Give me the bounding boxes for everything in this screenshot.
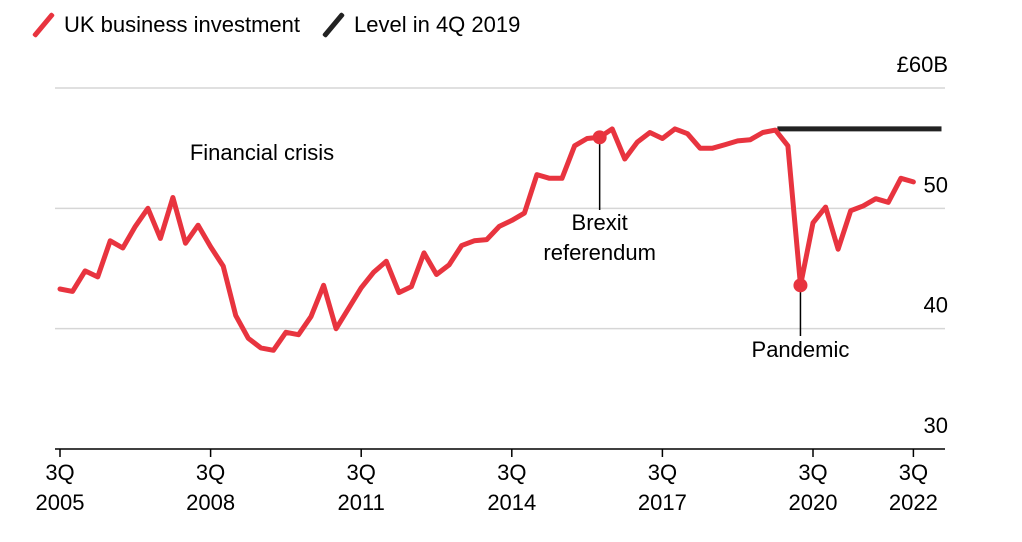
x-tick-label-2008: 2008 <box>186 490 235 515</box>
annotation-text-referendum: referendum <box>543 240 656 265</box>
y-tick-label-30: 30 <box>924 413 948 438</box>
x-tick-label-top-2022: 3Q <box>899 460 928 485</box>
x-tick-label-2022: 2022 <box>889 490 938 515</box>
y-tick-label-50: 50 <box>924 172 948 197</box>
annotation-marker-pandemic <box>793 278 808 293</box>
x-tick-label-top-2014: 3Q <box>497 460 526 485</box>
annotation-marker-brexit-referendum <box>592 130 607 145</box>
x-tick-label-2017: 2017 <box>638 490 687 515</box>
legend-item-investment: UK business investment <box>30 12 300 38</box>
x-tick-label-top-2020: 3Q <box>798 460 827 485</box>
x-tick-label-top-2005: 3Q <box>45 460 74 485</box>
x-tick-label-2020: 2020 <box>789 490 838 515</box>
x-tick-label-top-2011: 3Q <box>347 460 376 485</box>
x-tick-label-2005: 2005 <box>36 490 85 515</box>
x-tick-label-2011: 2011 <box>338 490 385 515</box>
legend-label-level: Level in 4Q 2019 <box>354 12 521 37</box>
annotation-text-pandemic: Pandemic <box>752 337 850 362</box>
x-tick-label-2014: 2014 <box>487 490 536 515</box>
legend: UK business investment Level in 4Q 2019 <box>30 12 540 38</box>
y-tick-label-40: 40 <box>924 293 948 318</box>
annotation-financial-crisis: Financial crisis <box>190 140 334 165</box>
legend-label-investment: UK business investment <box>64 12 300 37</box>
y-tick-label-60: £60B <box>897 52 948 77</box>
x-tick-label-top-2008: 3Q <box>196 460 225 485</box>
annotation-text-brexit: Brexit <box>572 210 628 235</box>
series-line-uk-business-investment <box>57 126 916 353</box>
legend-item-level: Level in 4Q 2019 <box>320 12 520 38</box>
x-tick-label-top-2017: 3Q <box>648 460 677 485</box>
